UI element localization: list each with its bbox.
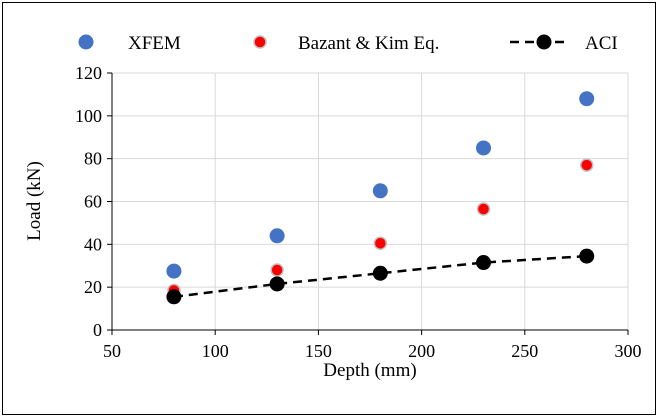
data-point: [166, 289, 182, 305]
y-tick-label: 120: [75, 63, 102, 83]
y-axis-title: Load (kN): [24, 161, 45, 241]
y-tick-label: 20: [84, 277, 102, 297]
data-point: [579, 158, 594, 172]
x-tick-label: 300: [615, 341, 642, 361]
legend-entry-0: XFEM: [78, 33, 181, 54]
series-0: [166, 91, 595, 279]
chart-frame: [2, 2, 656, 415]
data-point: [269, 228, 285, 244]
y-tick-label: 80: [84, 149, 102, 169]
data-point: [476, 255, 492, 271]
legend-label: Bazant & Kim Eq.: [298, 33, 439, 54]
legend-marker: [78, 34, 94, 50]
y-tick-label: 100: [75, 106, 102, 126]
series-line: [173, 254, 587, 299]
legend-marker: [253, 35, 267, 49]
x-tick-label: 100: [202, 341, 229, 361]
data-point: [373, 236, 388, 251]
legend-marker: [536, 34, 552, 50]
data-point: [476, 140, 492, 156]
x-tick-label: 250: [511, 341, 538, 361]
series-2: [166, 248, 595, 305]
data-point: [269, 276, 285, 292]
x-axis-title: Depth (mm): [323, 360, 416, 381]
legend: XFEM Bazant & Kim Eq. ACI: [78, 33, 618, 54]
x-tick-label: 50: [103, 341, 121, 361]
data-point: [579, 248, 595, 264]
x-tick-label: 150: [305, 341, 332, 361]
data-point: [579, 91, 595, 107]
legend-entry-1: Bazant & Kim Eq.: [253, 33, 439, 54]
data-point: [476, 202, 491, 216]
data-point: [372, 265, 388, 281]
y-tick-label: 60: [84, 192, 102, 212]
axes: [107, 72, 629, 335]
legend-label: ACI: [585, 33, 618, 54]
data-point: [270, 263, 284, 277]
y-tick-label: 40: [84, 234, 102, 254]
x-tick-label: 200: [408, 341, 435, 361]
y-tick-label: 0: [93, 320, 102, 340]
data-point: [372, 183, 388, 199]
data-series: [166, 91, 595, 305]
legend-entry-2: ACI: [510, 33, 618, 54]
data-point: [166, 263, 182, 279]
tick-labels: 0 20 40 60 80 100 120 50 100 150 200 250 300: [75, 63, 642, 361]
grid-lines: [112, 72, 629, 330]
legend-label: XFEM: [128, 33, 181, 54]
